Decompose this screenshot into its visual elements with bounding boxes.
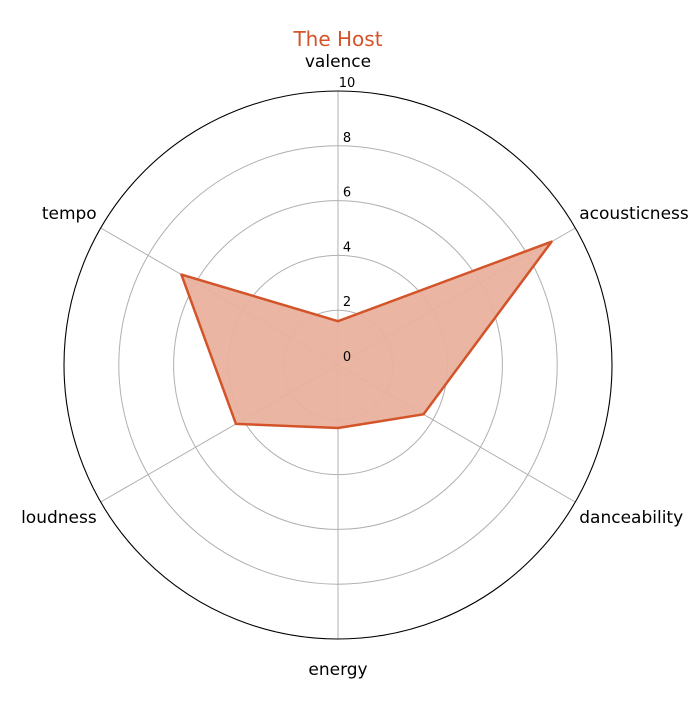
- grid-circle-6: [173, 200, 503, 530]
- axis-label-acousticness: acousticness: [579, 204, 689, 224]
- axis-label-danceability: danceability: [579, 508, 683, 528]
- grid-circle-8: [118, 145, 558, 585]
- chart-title: The Host: [292, 27, 382, 51]
- r-tick-label-2: 2: [343, 295, 351, 310]
- r-tick-label-0: 0: [343, 350, 351, 365]
- axis-label-tempo: tempo: [42, 204, 97, 224]
- axis-label-loudness: loudness: [21, 508, 97, 528]
- series-area-0: [181, 241, 552, 429]
- tick-labels: 0 2 4 6 8 10: [339, 76, 356, 365]
- r-tick-label-10: 10: [339, 76, 356, 91]
- r-tick-label-6: 6: [343, 186, 351, 201]
- r-tick-label-4: 4: [343, 240, 351, 255]
- series-layer: [180, 240, 553, 430]
- outer-frame: [63, 90, 613, 640]
- axis-labels: valence acousticness danceability energy lou…: [21, 52, 689, 680]
- axis-label-energy: energy: [308, 660, 367, 680]
- r-tick-label-8: 8: [343, 131, 351, 146]
- axis-label-valence: valence: [305, 52, 371, 72]
